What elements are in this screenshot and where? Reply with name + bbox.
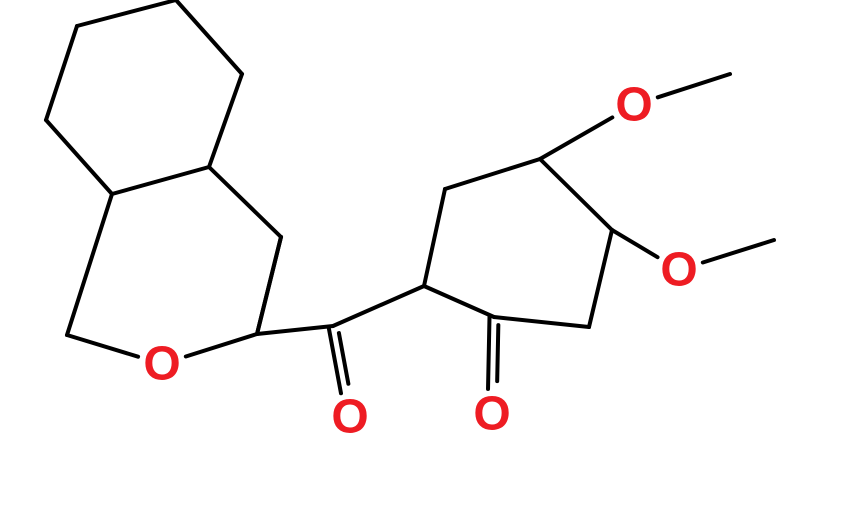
atom-label-o: O [143,338,180,391]
bonds-group [46,0,774,393]
bond-single [703,240,774,262]
bond-double [497,325,498,381]
bond-single [540,117,612,159]
bond-single [540,159,612,230]
bond-single [257,237,281,334]
bond-single [46,120,112,194]
bond-double [488,317,489,389]
atoms-group: O O O O O [143,79,697,444]
bond-single [612,230,658,257]
atom-label-o: O [660,244,697,297]
bond-single [112,167,209,194]
bond-single [445,159,540,189]
bond-single [333,286,424,326]
bond-single [77,0,176,26]
molecule-diagram: O O O O O [0,0,850,526]
bond-single [67,335,138,357]
bond-single [494,317,589,327]
atom-label-o: O [615,79,652,132]
bond-single [209,167,281,237]
bond-single [186,334,257,356]
atom-label-o: O [331,391,368,444]
bond-single [257,326,333,334]
atom-label-o: O [473,388,510,441]
bond-single [67,194,112,335]
bond-single [658,74,730,97]
bond-single [176,0,242,74]
bond-single [424,189,445,286]
bond-double [339,333,348,384]
bond-single [589,230,612,327]
bond-single [46,26,77,120]
bond-single [209,74,242,167]
bond-single [424,286,494,317]
